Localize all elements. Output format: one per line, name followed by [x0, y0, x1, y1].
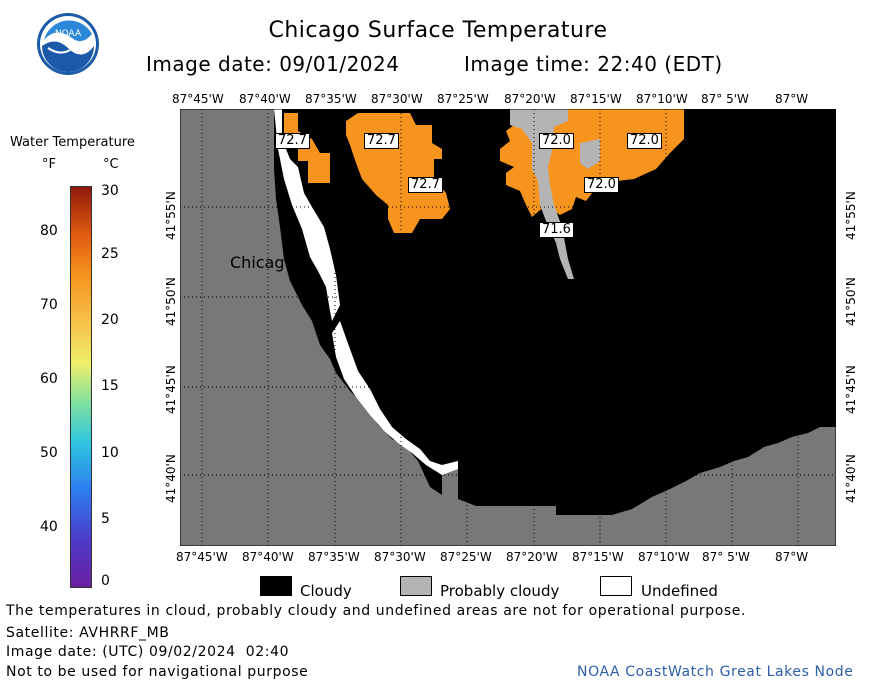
lon-label-bottom: 87°40'W [242, 550, 294, 564]
temp-label: 72.7 [275, 133, 310, 149]
lon-label-bottom: 87°W [775, 550, 809, 564]
lon-label-bottom: 87° 5'W [702, 550, 750, 564]
lon-label-top: 87°W [775, 92, 809, 106]
lat-label-left: 41°55'N [164, 191, 178, 240]
page-title: Chicago Surface Temperature [268, 18, 608, 43]
lon-label-bottom: 87°35'W [308, 550, 360, 564]
lat-label-left: 41°50'N [164, 277, 178, 326]
lon-label-top: 87°30'W [371, 92, 423, 106]
temp-label: 72.0 [627, 133, 662, 149]
c-tick-5: 5 [101, 511, 110, 527]
temp-label: 72.0 [584, 177, 619, 193]
graticule [180, 109, 836, 546]
lon-label-top: 87°35'W [305, 92, 357, 106]
colorbar-title: Water Temperature [10, 135, 135, 150]
c-tick-0: 0 [101, 573, 110, 589]
lon-label-bottom: 87°30'W [374, 550, 426, 564]
legend-swatch-undefined [600, 576, 632, 596]
temp-label: 72.7 [408, 177, 443, 193]
lat-label-right: 41°55'N [844, 191, 858, 240]
image-date: Image date: 09/01/2024 [146, 52, 400, 76]
image-time: Image time: 22:40 (EDT) [464, 52, 723, 76]
temp-label: 71.6 [539, 222, 574, 238]
lon-label-top: 87°10'W [636, 92, 688, 106]
colorbar [70, 186, 92, 588]
legend-label-undefined: Undefined [641, 582, 718, 600]
lon-label-top: 87°15'W [570, 92, 622, 106]
lat-label-right: 41°45'N [844, 365, 858, 414]
probably-cloudy-2 [580, 139, 600, 169]
c-tick-30: 30 [101, 183, 119, 199]
f-tick-80: 80 [40, 223, 58, 239]
legend-label-cloudy: Cloudy [300, 582, 352, 600]
map-canvas [179, 108, 837, 547]
colorbar-c-unit: °C [103, 157, 119, 172]
f-tick-60: 60 [40, 371, 58, 387]
lon-label-bottom: 87°20'W [506, 550, 558, 564]
lat-label-left: 41°45'N [164, 365, 178, 414]
footer-satellite: Satellite: AVHRRF_MB [6, 625, 170, 641]
c-tick-25: 25 [101, 246, 119, 262]
lon-label-top: 87°40'W [239, 92, 291, 106]
svg-text:NOAA: NOAA [55, 29, 82, 39]
f-tick-70: 70 [40, 297, 58, 313]
c-tick-10: 10 [101, 445, 119, 461]
noaa-logo: NOAA [36, 12, 100, 76]
chicago-marker [297, 244, 307, 254]
lon-label-top: 87° 5'W [701, 92, 749, 106]
lon-label-bottom: 87°10'W [638, 550, 690, 564]
footer-navigation-warning: Not to be used for navigational purpose [6, 664, 309, 680]
lat-label-left: 41°40'N [164, 454, 178, 503]
lon-label-bottom: 87°45'W [176, 550, 228, 564]
lon-label-bottom: 87°25'W [440, 550, 492, 564]
legend-label-probably-cloudy: Probably cloudy [440, 582, 560, 600]
legend-swatch-cloudy [260, 576, 292, 596]
lon-label-bottom: 87°15'W [572, 550, 624, 564]
lon-label-top: 87°20'W [504, 92, 556, 106]
legend-swatch-probably-cloudy [400, 576, 432, 596]
colorbar-f-unit: °F [42, 157, 56, 172]
footer-credit: NOAA CoastWatch Great Lakes Node [577, 664, 854, 680]
undefined-strip-2 [332, 321, 458, 475]
c-tick-20: 20 [101, 312, 119, 328]
city-label: Chicago [230, 253, 295, 272]
undefined-strip [274, 109, 340, 321]
noaa-logo-icon: NOAA [37, 13, 99, 75]
lon-label-top: 87°25'W [437, 92, 489, 106]
footer-disclaimer: The temperatures in cloud, probably clou… [6, 603, 747, 619]
footer-image-date: Image date: (UTC) 09/02/2024 02:40 [6, 644, 290, 660]
lat-label-right: 41°50'N [844, 277, 858, 326]
f-tick-40: 40 [40, 519, 58, 535]
temp-label: 72.7 [364, 133, 399, 149]
temp-label: 72.0 [539, 133, 574, 149]
lat-label-right: 41°40'N [844, 454, 858, 503]
f-tick-50: 50 [40, 445, 58, 461]
map-frame [179, 108, 837, 547]
lon-label-top: 87°45'W [172, 92, 224, 106]
c-tick-15: 15 [101, 378, 119, 394]
